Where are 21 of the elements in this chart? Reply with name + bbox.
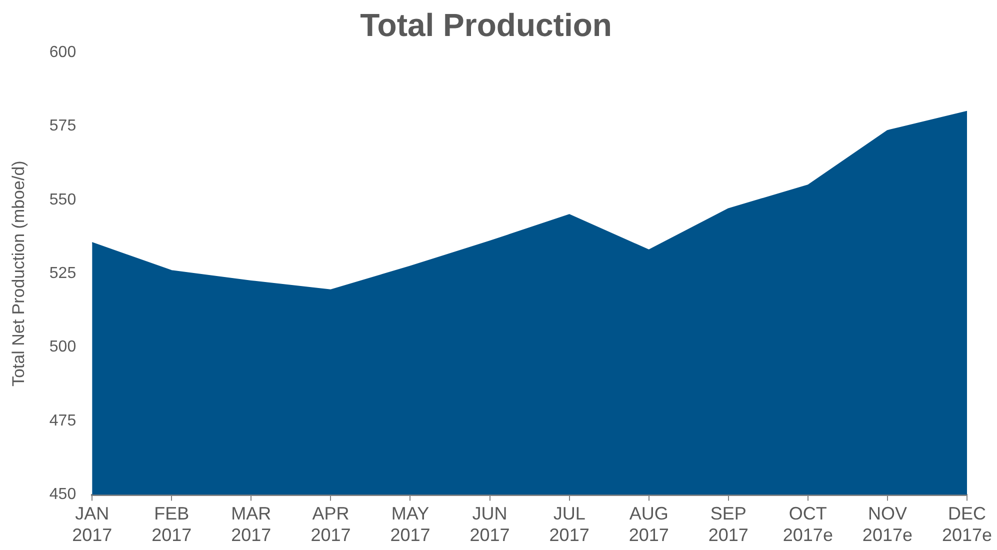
y-tick-label: 550	[49, 191, 76, 208]
y-axis-title: Total Net Production (mboe/d)	[8, 160, 28, 387]
x-tick-label: JUL 2017	[549, 504, 590, 546]
x-tick-label: NOV 2017e	[862, 504, 912, 546]
chart-title: Total Production	[360, 7, 612, 44]
y-tick-label: 450	[49, 486, 76, 504]
x-tick-label: MAY 2017	[390, 504, 430, 546]
x-tick-label: SEP 2017	[708, 504, 748, 546]
x-tick-label: APR 2017	[310, 504, 351, 546]
x-tick-label: AUG 2017	[628, 504, 669, 546]
x-tick-label: FEB 2017	[152, 504, 192, 546]
y-tick-label: 500	[49, 338, 76, 356]
x-tick-label: OCT 2017e	[782, 504, 833, 546]
y-tick-label: 575	[49, 118, 76, 135]
x-tick-label: DEC 2017e	[942, 504, 992, 546]
x-tick-label: JAN 2017	[72, 504, 112, 546]
y-tick-label: 525	[49, 265, 76, 282]
y-tick-label: 600	[49, 44, 76, 61]
x-tick-label: JUN 2017	[470, 504, 510, 546]
y-tick-label: 475	[49, 412, 76, 430]
x-tick-label: MAR 2017	[231, 504, 272, 546]
